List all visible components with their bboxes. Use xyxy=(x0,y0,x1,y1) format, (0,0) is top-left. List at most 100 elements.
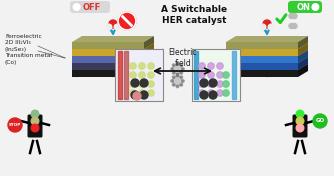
Polygon shape xyxy=(72,70,144,77)
Circle shape xyxy=(313,114,327,128)
Polygon shape xyxy=(72,50,154,56)
Circle shape xyxy=(263,20,271,28)
Circle shape xyxy=(260,24,266,30)
Circle shape xyxy=(223,72,229,78)
Polygon shape xyxy=(298,64,308,77)
Circle shape xyxy=(139,81,145,87)
Circle shape xyxy=(148,72,154,78)
Polygon shape xyxy=(72,56,144,63)
Circle shape xyxy=(172,64,175,66)
Circle shape xyxy=(292,24,297,29)
Polygon shape xyxy=(144,36,154,49)
Circle shape xyxy=(296,110,304,118)
Circle shape xyxy=(106,24,112,30)
Polygon shape xyxy=(144,50,154,63)
Circle shape xyxy=(148,63,154,69)
Polygon shape xyxy=(72,64,154,70)
Circle shape xyxy=(172,76,182,86)
Circle shape xyxy=(131,79,139,87)
Circle shape xyxy=(176,85,179,88)
Circle shape xyxy=(31,110,39,118)
Circle shape xyxy=(109,20,117,28)
Circle shape xyxy=(296,117,304,125)
Circle shape xyxy=(208,81,214,87)
FancyBboxPatch shape xyxy=(70,1,110,13)
Circle shape xyxy=(268,24,274,30)
Circle shape xyxy=(176,74,179,77)
Text: STOP: STOP xyxy=(9,123,21,127)
Circle shape xyxy=(130,63,136,69)
Circle shape xyxy=(289,14,294,18)
Circle shape xyxy=(176,62,179,65)
Bar xyxy=(118,51,122,99)
Circle shape xyxy=(292,14,297,18)
FancyBboxPatch shape xyxy=(27,115,42,137)
Polygon shape xyxy=(226,56,298,63)
Circle shape xyxy=(217,72,223,78)
Circle shape xyxy=(73,4,80,10)
Circle shape xyxy=(148,81,154,87)
Circle shape xyxy=(223,90,229,96)
Circle shape xyxy=(133,92,141,100)
Bar xyxy=(192,49,240,101)
Polygon shape xyxy=(72,49,144,56)
Circle shape xyxy=(180,76,183,78)
Text: A Switchable
HER catalyst: A Switchable HER catalyst xyxy=(161,5,227,25)
Circle shape xyxy=(140,91,148,99)
Circle shape xyxy=(174,65,181,73)
Bar xyxy=(232,51,236,99)
Circle shape xyxy=(182,68,184,70)
Polygon shape xyxy=(226,43,308,49)
Circle shape xyxy=(199,72,205,78)
Circle shape xyxy=(296,124,304,132)
Circle shape xyxy=(118,12,136,30)
Polygon shape xyxy=(226,70,298,77)
Circle shape xyxy=(200,91,208,99)
Circle shape xyxy=(171,68,173,70)
Circle shape xyxy=(171,80,173,82)
Circle shape xyxy=(217,63,223,69)
Circle shape xyxy=(180,72,183,74)
Polygon shape xyxy=(226,49,298,56)
Polygon shape xyxy=(144,43,154,56)
FancyBboxPatch shape xyxy=(293,115,308,137)
Text: Ferroelectric
2D III₂VI₃
(In₂Se₃)
Transition metal
(Co): Ferroelectric 2D III₂VI₃ (In₂Se₃) Transi… xyxy=(5,34,52,65)
Polygon shape xyxy=(298,36,308,49)
Circle shape xyxy=(140,79,148,87)
Circle shape xyxy=(208,90,214,96)
Circle shape xyxy=(199,63,205,69)
Polygon shape xyxy=(226,64,308,70)
Polygon shape xyxy=(72,42,144,49)
Circle shape xyxy=(131,91,139,99)
Circle shape xyxy=(289,24,294,29)
Circle shape xyxy=(139,72,145,78)
Bar xyxy=(115,49,163,101)
Circle shape xyxy=(208,72,214,78)
Circle shape xyxy=(180,64,183,66)
Circle shape xyxy=(130,81,136,87)
Polygon shape xyxy=(298,57,308,70)
Circle shape xyxy=(139,63,145,69)
Circle shape xyxy=(139,90,145,96)
Circle shape xyxy=(217,90,223,96)
Circle shape xyxy=(172,76,175,78)
Circle shape xyxy=(217,81,223,87)
Circle shape xyxy=(114,24,120,30)
Polygon shape xyxy=(72,43,154,49)
Circle shape xyxy=(312,4,319,10)
FancyBboxPatch shape xyxy=(288,1,322,13)
Polygon shape xyxy=(144,64,154,77)
Polygon shape xyxy=(72,63,144,70)
Text: OFF: OFF xyxy=(83,2,101,11)
Circle shape xyxy=(31,124,39,132)
Polygon shape xyxy=(226,36,308,42)
Polygon shape xyxy=(144,57,154,70)
Circle shape xyxy=(209,91,217,99)
Bar xyxy=(194,51,198,99)
Circle shape xyxy=(148,90,154,96)
Circle shape xyxy=(31,117,39,125)
Polygon shape xyxy=(72,57,154,63)
Circle shape xyxy=(200,79,208,87)
Polygon shape xyxy=(72,36,154,42)
Circle shape xyxy=(172,72,175,74)
